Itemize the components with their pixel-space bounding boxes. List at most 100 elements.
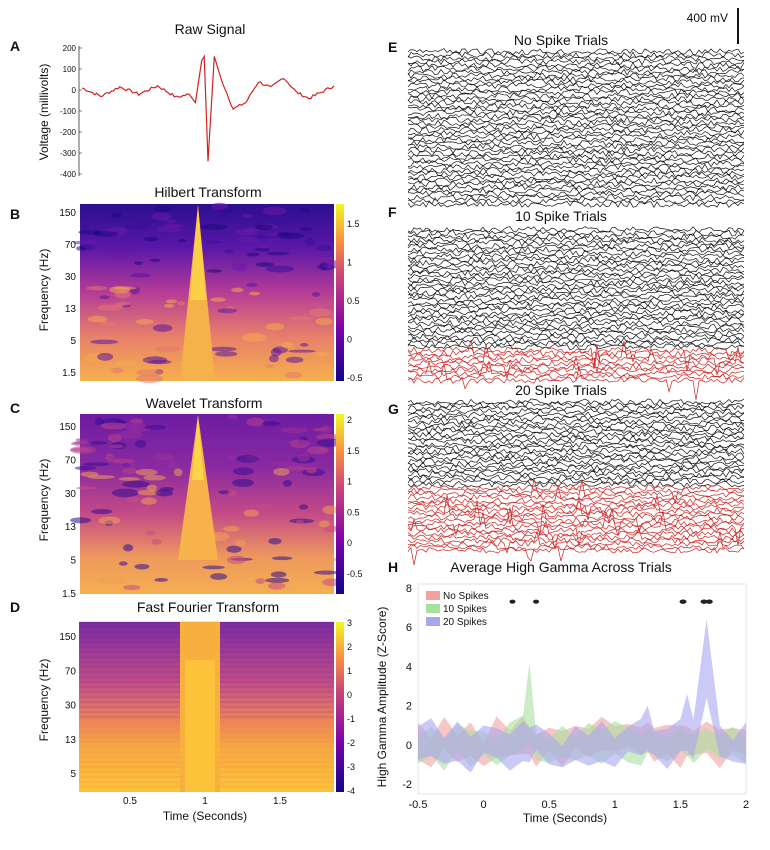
trial-trace — [407, 58, 745, 66]
trial-trace — [407, 48, 745, 55]
spike-trial-trace — [407, 339, 745, 372]
trial-trace — [407, 319, 745, 327]
colorbar-tick-label: 3 — [347, 618, 352, 628]
trial-trace — [407, 296, 745, 304]
trial-trace — [407, 299, 745, 307]
y-tick-label: 13 — [65, 735, 77, 746]
colorbar-tick-label: 1 — [347, 666, 352, 676]
trial-trace — [407, 115, 745, 124]
panel-letter: H — [388, 559, 398, 575]
trial-trace — [407, 418, 745, 425]
trial-trace — [407, 180, 745, 188]
trial-trace — [407, 249, 745, 257]
y-tick-label: 150 — [59, 632, 76, 643]
legend-label: 20 Spikes — [443, 617, 487, 628]
significance-marker — [705, 599, 713, 604]
colorbar-tick-label: -3 — [347, 762, 355, 772]
spike-trial-trace — [407, 500, 745, 508]
panel-title: Average High Gamma Across Trials — [450, 559, 672, 575]
trial-trace — [407, 65, 745, 73]
trial-trace — [407, 109, 745, 117]
y-tick-label: 2 — [406, 701, 412, 713]
trial-trace — [407, 226, 745, 234]
colorbar-tick-label: 0.5 — [347, 296, 360, 306]
trial-trace — [407, 88, 745, 97]
trial-trace — [407, 447, 745, 455]
x-tick-label: 2 — [743, 799, 749, 811]
trial-trace — [407, 467, 745, 475]
trial-trace — [407, 316, 744, 324]
trial-trace — [407, 92, 745, 100]
no-spike-traces — [407, 48, 745, 209]
trial-trace — [407, 136, 745, 144]
spike-trial-trace — [407, 517, 745, 546]
panel-e: E No Spike Trials 400 mV — [388, 8, 745, 209]
colorbar — [336, 414, 344, 594]
trial-trace — [407, 68, 745, 76]
y-tick-label: 30 — [65, 489, 77, 500]
colorbar-tick-label: -0.5 — [347, 373, 363, 383]
significance-markers — [509, 599, 713, 604]
trial-trace — [407, 146, 745, 154]
trial-trace — [407, 266, 745, 274]
trial-trace — [407, 441, 745, 449]
spike-trial-trace — [407, 360, 745, 378]
spike-trial-trace — [407, 356, 745, 374]
spike-trial-trace — [407, 527, 745, 541]
trial-trace — [407, 85, 745, 93]
panel-d: D Fast Fourier Transform Frequency (Hz) … — [10, 599, 355, 823]
trial-trace — [407, 471, 745, 478]
legend-label: 10 Spikes — [443, 604, 487, 615]
trial-trace — [407, 424, 745, 432]
panel-g: G 20 Spike Trials — [388, 382, 745, 566]
colorbar-tick-label: -2 — [347, 738, 355, 748]
spike-trial-trace — [407, 494, 745, 518]
spike-trial-trace — [407, 531, 745, 562]
trial-trace — [407, 139, 745, 147]
trial-trace — [407, 303, 745, 311]
y-tick-label: 200 — [63, 44, 77, 53]
trial-trace — [407, 75, 745, 83]
trial-trace — [407, 187, 745, 195]
y-tick-label: 4 — [406, 661, 412, 673]
trial-trace — [407, 428, 745, 435]
x-tick-label: -0.5 — [409, 799, 428, 811]
trial-trace — [407, 102, 745, 110]
x-tick-label: 1.5 — [273, 796, 287, 807]
panel-h: H Average High Gamma Across Trials High … — [375, 559, 749, 825]
legend-swatch-20-spikes — [426, 617, 440, 626]
twenty-spikes-band — [418, 619, 746, 773]
trial-trace — [407, 408, 745, 415]
significance-marker — [533, 599, 540, 604]
ten-spike-traces — [407, 226, 745, 401]
trial-trace — [407, 252, 745, 261]
trial-trace — [407, 431, 745, 439]
colorbar-tick-label: -0.5 — [347, 569, 363, 579]
trial-trace — [407, 126, 745, 134]
y-tick-label: 13 — [65, 522, 77, 533]
trial-trace — [407, 105, 745, 113]
y-tick-label: 8 — [406, 583, 412, 595]
trial-trace — [407, 451, 745, 458]
spike-trial-trace — [407, 536, 745, 544]
trial-trace — [407, 242, 745, 250]
significance-marker — [509, 599, 516, 604]
spike-trial-trace — [407, 344, 745, 368]
trial-trace — [407, 149, 745, 158]
colorbar-tick-label: -4 — [347, 786, 355, 796]
trial-trace — [407, 183, 745, 191]
legend-swatch-10-spikes — [426, 604, 440, 613]
trial-trace — [407, 437, 745, 445]
trial-trace — [407, 309, 745, 318]
trial-trace — [408, 273, 745, 281]
y-tick-label: 100 — [63, 65, 77, 74]
spike-trial-trace — [407, 493, 745, 501]
panel-b: B Hilbert Transform Frequency (Hz) 15070… — [10, 184, 363, 384]
spike-trial-trace — [407, 366, 745, 401]
panel-c: C Wavelet Transform Frequency (Hz) 15070… — [10, 395, 363, 600]
y-tick-label: 0 — [72, 86, 77, 95]
panel-a: A Raw Signal Voltage (millivolts) 200 100… — [10, 21, 335, 179]
trial-trace — [407, 61, 745, 69]
spike-trial-trace — [407, 503, 745, 525]
